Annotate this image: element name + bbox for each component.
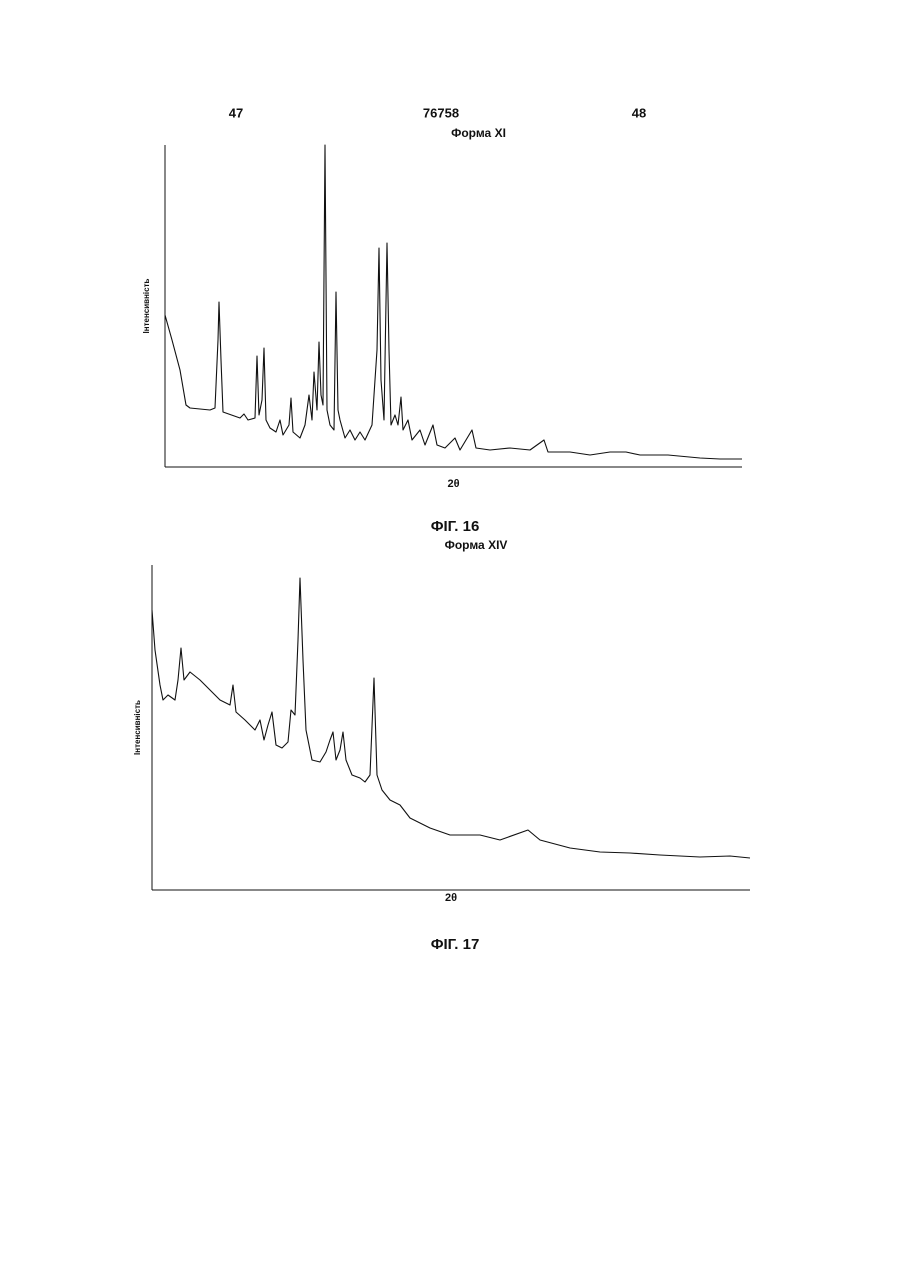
- patent-number: 76758: [423, 105, 459, 120]
- y-axis-label: Інтенсивність: [142, 278, 151, 333]
- page-number-right: 48: [632, 105, 646, 120]
- page: 47 76758 48 Форма XI 2θ Інтенсивність ФІГ. …: [0, 0, 901, 1273]
- chart-title: Форма XIV: [445, 538, 508, 552]
- data-line: [152, 578, 750, 858]
- figure-caption: ФІГ. 16: [431, 518, 480, 535]
- x-axis-label: 2θ: [445, 892, 457, 904]
- figure-caption: ФІГ. 17: [431, 936, 480, 953]
- chart-title: Форма XI: [451, 126, 506, 140]
- x-axis-label: 2θ: [447, 478, 459, 490]
- page-number-left: 47: [229, 105, 243, 120]
- y-axis-label: Інтенсивність: [133, 700, 142, 755]
- data-line: [165, 145, 742, 459]
